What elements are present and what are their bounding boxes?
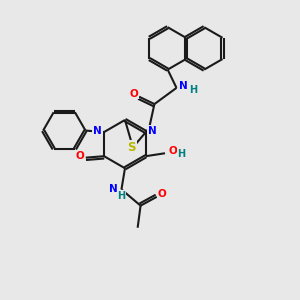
Text: S: S [127,141,136,154]
Text: O: O [158,189,167,199]
Text: O: O [129,89,138,99]
Text: N: N [178,80,188,91]
Text: H: H [177,149,185,159]
Text: H: H [189,85,197,95]
Text: N: N [148,126,157,136]
Text: N: N [109,184,118,194]
Text: N: N [93,126,102,136]
Text: O: O [169,146,177,157]
Text: H: H [117,191,125,201]
Text: O: O [76,151,84,161]
